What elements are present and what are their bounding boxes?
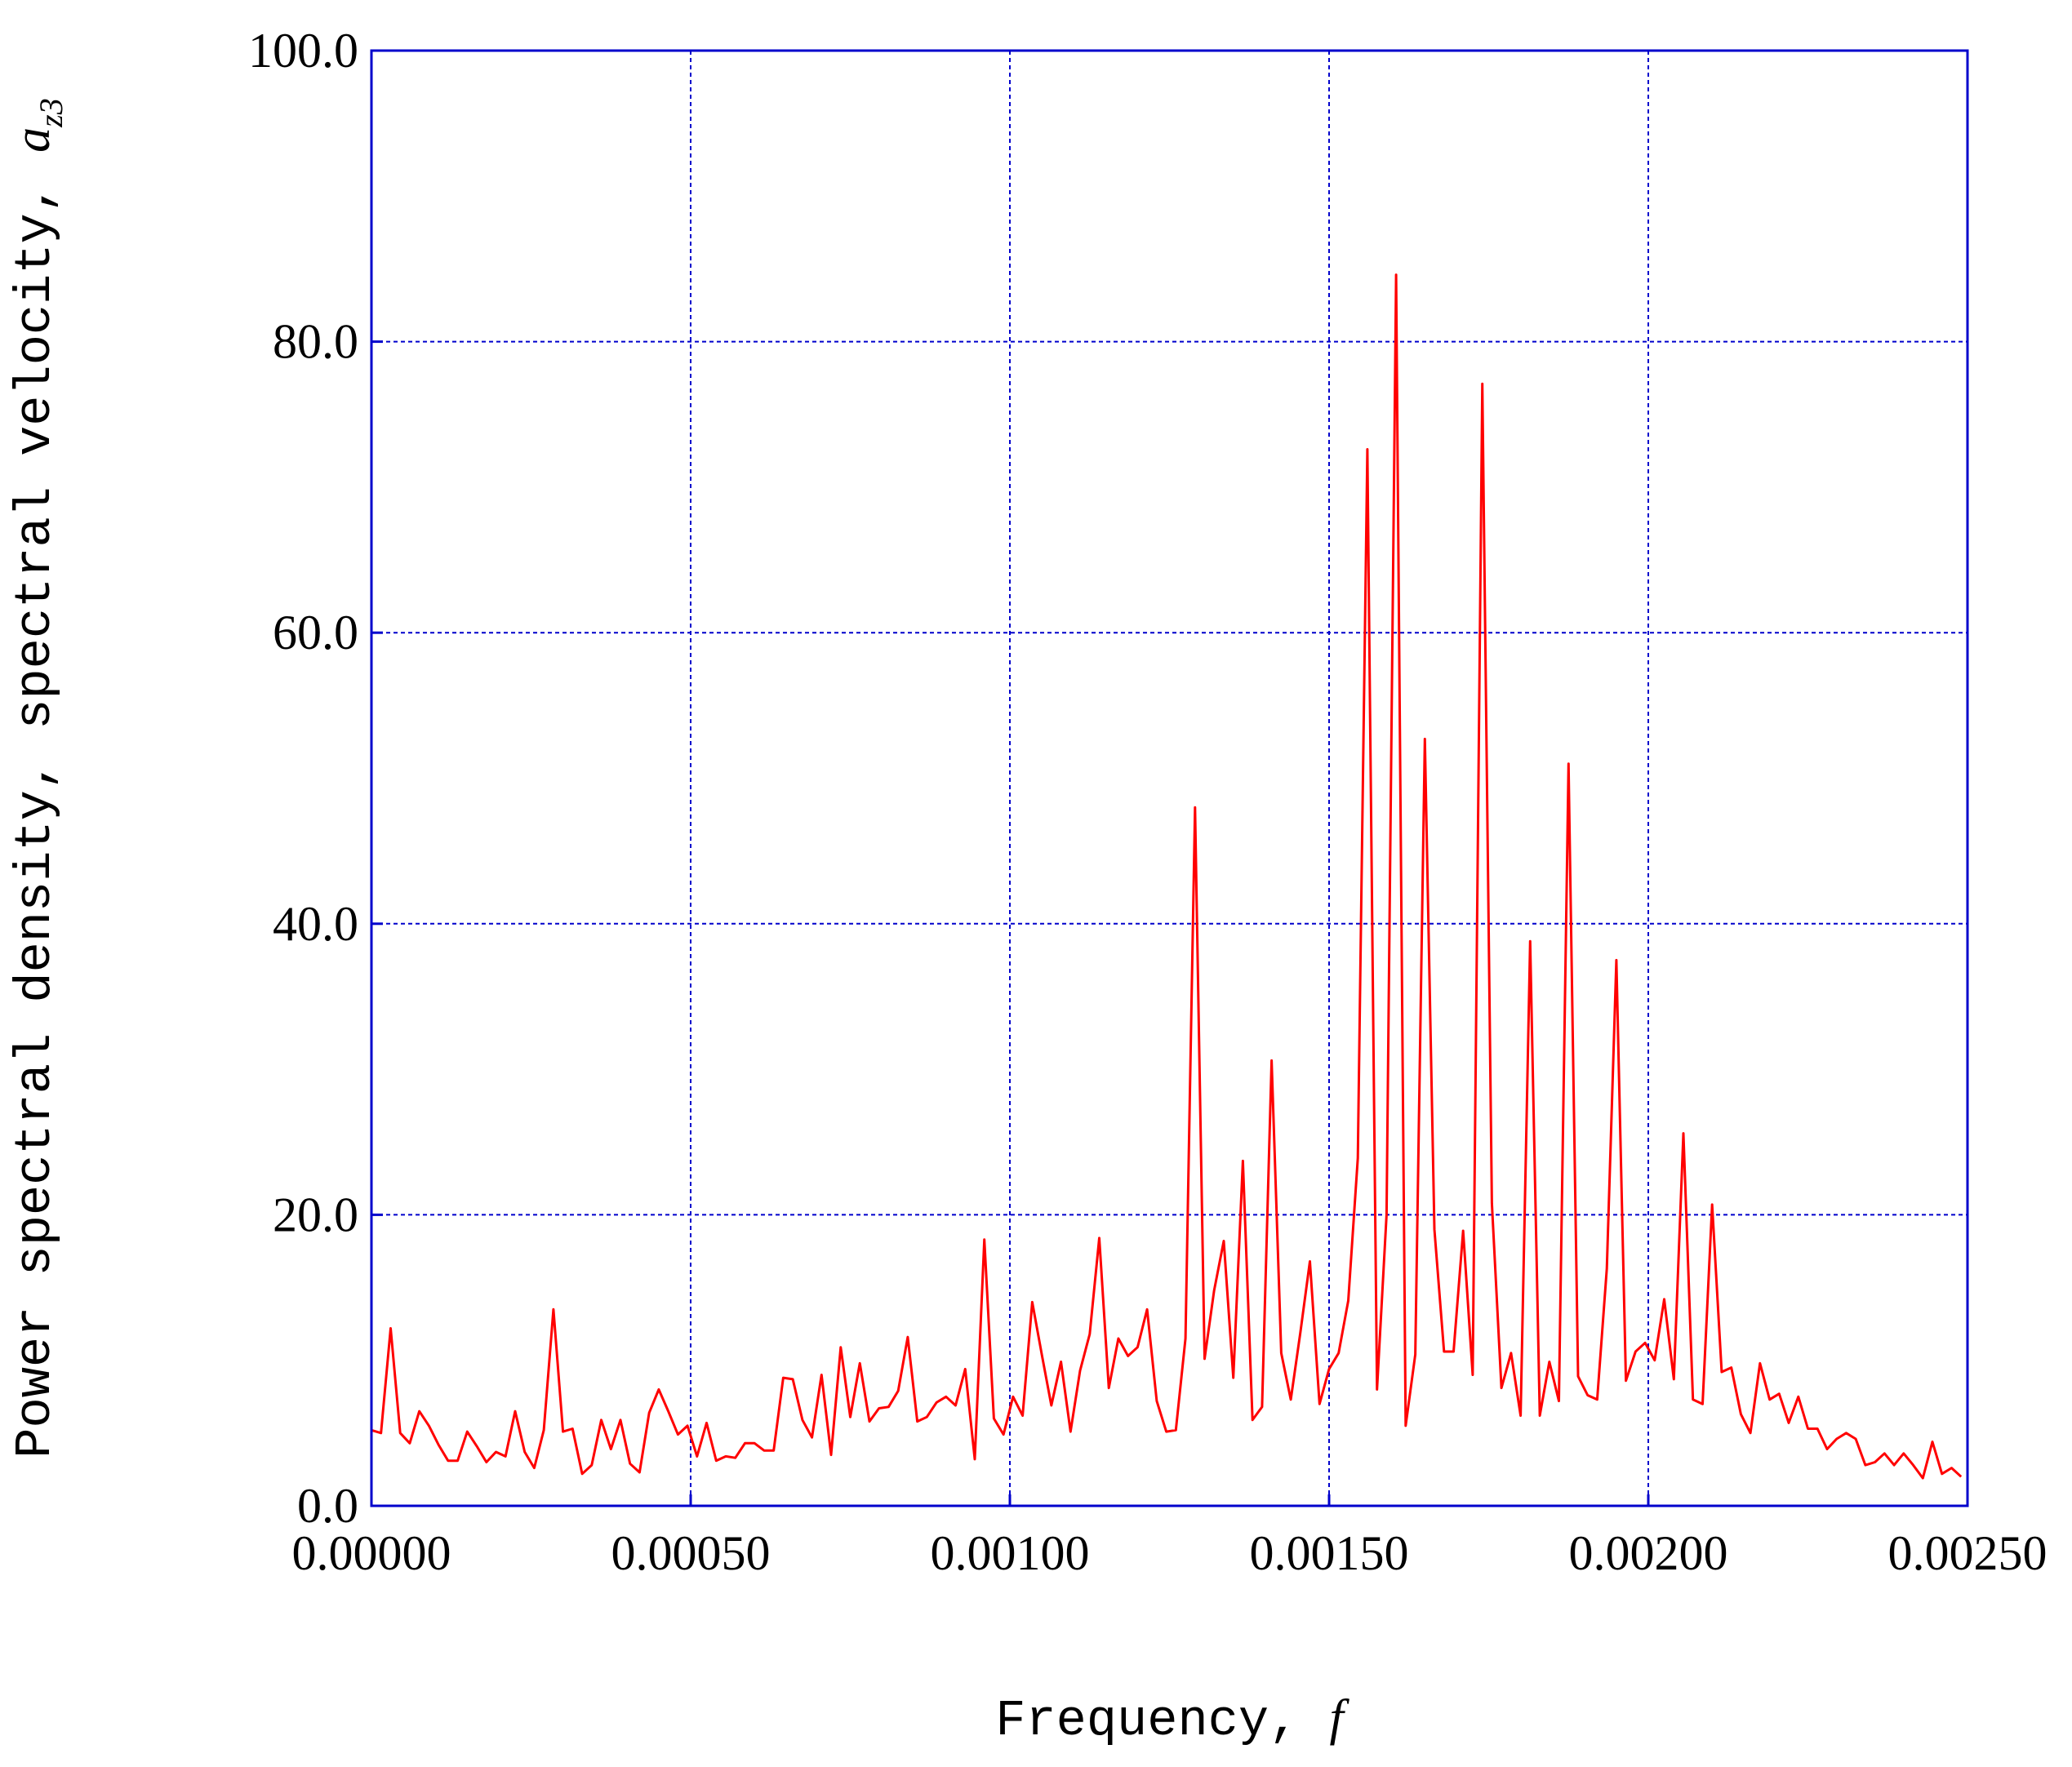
- x-tick-label: 0.00050: [611, 1526, 771, 1580]
- x-tick-label: 0.00000: [292, 1526, 451, 1580]
- y-tick-label: 100.0: [248, 24, 358, 78]
- series-layer: [371, 273, 1963, 1480]
- x-tick-label: 0.00150: [1250, 1526, 1409, 1580]
- y-axis-title-text: Power spectral density, spectral velocit…: [7, 153, 64, 1458]
- plot-frame: [370, 49, 1969, 1507]
- series-line-0: [371, 273, 1963, 1480]
- x-axis-title-text: Frequency,: [995, 1692, 1329, 1750]
- y-tick-labels: 0.0 20.0 40.0 60.0 80.0 100.0: [248, 24, 358, 1533]
- y-tick-label: 0.0: [297, 1479, 358, 1533]
- y-tick-label: 40.0: [273, 897, 358, 951]
- tick-marks: [370, 49, 1969, 1507]
- y-axis-variable-subscript: z3: [33, 98, 69, 128]
- y-axis-variable: a: [5, 127, 60, 153]
- x-axis-title: Frequency, f: [995, 1690, 1349, 1750]
- y-tick-label: 20.0: [273, 1188, 358, 1241]
- y-tick-label: 80.0: [273, 315, 358, 369]
- y-tick-label: 60.0: [273, 606, 358, 659]
- x-axis-variable: f: [1330, 1690, 1350, 1746]
- x-tick-label: 0.00250: [1888, 1526, 2048, 1580]
- grid-lines: [371, 51, 1968, 1506]
- x-tick-label: 0.00200: [1569, 1526, 1728, 1580]
- x-tick-labels: 0.00000 0.00050 0.00100 0.00150 0.00200 0.002…: [292, 1526, 2048, 1580]
- x-tick-label: 0.00100: [931, 1526, 1090, 1580]
- y-axis-title: Power spectral density, spectral velocit…: [5, 98, 69, 1458]
